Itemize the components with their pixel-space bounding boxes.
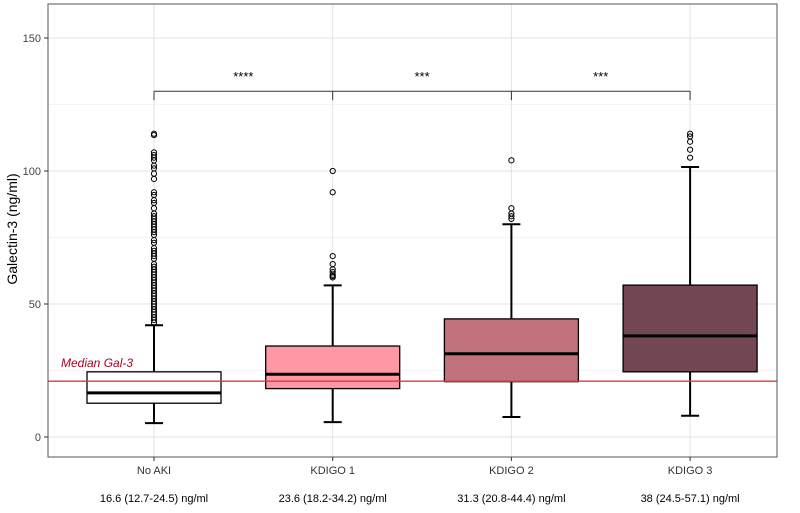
iqr-box [443,318,580,383]
outlier-point [150,162,158,169]
y-tick-label: 50 [29,299,41,311]
outlier-point [687,138,694,145]
plot-border [47,3,778,458]
outlier-point [687,154,694,161]
box-no-aki [86,130,222,425]
outlier-point [687,130,694,137]
outlier-point [150,154,158,161]
y-axis-label: Galectin-3 (ng/ml) [4,173,20,284]
y-tick-label: 150 [23,33,41,45]
iqr-box [86,371,222,404]
outlier-point [150,197,158,204]
y-tick-label: 0 [35,432,41,444]
outlier-point [150,319,158,326]
significance-label: *** [593,69,608,84]
significance-label: **** [233,69,253,84]
box-kdigo-3 [622,130,758,417]
outlier-point [150,189,158,196]
outlier-point [329,189,336,196]
category-summary: 38 (24.5-57.1) ng/ml [641,493,740,505]
outlier-point [150,316,158,324]
median-reference-label: Median Gal-3 [61,356,133,370]
outlier-point [687,146,694,153]
outlier-point [508,215,515,222]
category-summary: 16.6 (12.7-24.5) ng/ml [100,493,208,505]
outlier-point [150,253,158,260]
category-summary: 23.6 (18.2-34.2) ng/ml [279,493,387,505]
x-tick-label: KDIGO 2 [489,465,534,477]
outlier-point [150,229,158,236]
x-tick-label: KDIGO 1 [310,465,355,477]
outlier-point [329,253,336,260]
outlier-point [150,131,158,139]
iqr-box [622,284,758,373]
x-tick-label: No AKI [137,465,171,477]
outlier-point [508,213,515,220]
outlier-point [150,237,158,244]
outlier-point [329,274,336,281]
iqr-box [265,345,401,390]
significance-label: *** [414,69,429,84]
category-summary: 31.3 (20.8-44.4) ng/ml [457,493,565,505]
box-kdigo-2 [443,157,580,419]
outlier-point [150,175,158,183]
outlier-point [508,157,515,164]
y-tick-label: 100 [23,166,41,178]
outlier-point [329,167,336,175]
x-tick-label: KDIGO 3 [668,465,713,477]
